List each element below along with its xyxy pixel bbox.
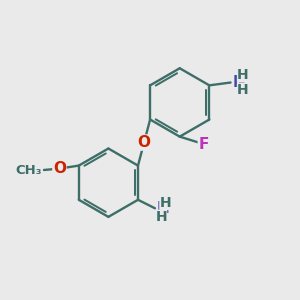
Text: H: H xyxy=(237,68,249,82)
Text: H: H xyxy=(155,210,167,224)
Text: N: N xyxy=(156,201,169,216)
Text: H: H xyxy=(237,83,249,97)
Text: N: N xyxy=(232,75,245,90)
Text: F: F xyxy=(198,136,209,152)
Text: O: O xyxy=(138,135,151,150)
Text: CH₃: CH₃ xyxy=(15,164,42,177)
Text: O: O xyxy=(53,161,66,176)
Text: H: H xyxy=(160,196,171,210)
